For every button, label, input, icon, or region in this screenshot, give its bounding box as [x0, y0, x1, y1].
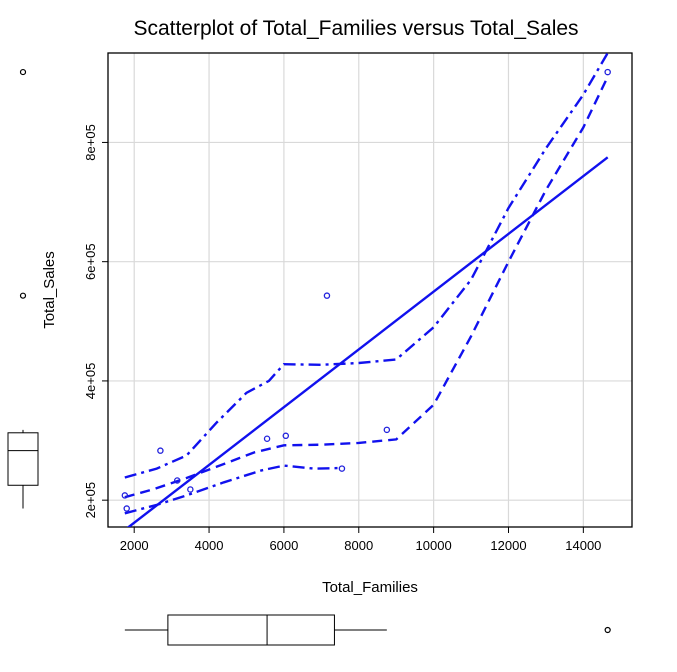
x-boxplot-outlier [604, 626, 611, 634]
data-point [323, 292, 331, 299]
chart-title: Scatterplot of Total_Families versus Tot… [133, 17, 578, 40]
smooth-upper-line [124, 53, 609, 479]
y-tick-label: 2e+05 [83, 482, 98, 519]
data-point [263, 435, 271, 443]
x-tick-label: 10000 [416, 538, 452, 553]
data-point [123, 505, 130, 512]
x-tick-label: 4000 [195, 538, 224, 553]
y-tick-label: 8e+05 [83, 124, 98, 161]
plot-frame [107, 52, 633, 528]
y-boxplot-box [7, 432, 39, 486]
y-boxplot-outlier [19, 68, 27, 76]
x-axis-ticks: 2000 4000 6000 8000 10000 12000 14000 [120, 527, 601, 553]
data-point [338, 465, 346, 472]
x-tick-label: 8000 [344, 538, 373, 553]
y-boxplot-outlier [19, 292, 27, 299]
x-tick-label: 12000 [490, 538, 526, 553]
x-tick-label: 6000 [269, 538, 298, 553]
data-point [173, 477, 181, 484]
data-point [604, 68, 611, 76]
data-point [157, 447, 164, 454]
y-axis-label: Total_Sales [41, 251, 58, 329]
x-axis-label: Total_Families [322, 579, 418, 596]
fit-lines [124, 53, 609, 527]
data-points [121, 68, 611, 512]
data-point [187, 486, 194, 493]
x-boxplot [124, 614, 611, 646]
y-axis-ticks: 2e+05 4e+05 6e+05 8e+05 [83, 124, 108, 518]
data-point [121, 492, 129, 499]
x-boxplot-box [167, 614, 335, 646]
grid-lines [108, 53, 632, 527]
x-tick-label: 14000 [565, 538, 601, 553]
y-boxplot [7, 68, 39, 509]
smooth-center-line [124, 76, 609, 499]
data-point [282, 432, 290, 440]
y-tick-label: 4e+05 [83, 363, 98, 400]
y-tick-label: 6e+05 [83, 243, 98, 280]
x-tick-label: 2000 [120, 538, 149, 553]
data-point [383, 426, 391, 434]
regression-line [126, 156, 609, 527]
